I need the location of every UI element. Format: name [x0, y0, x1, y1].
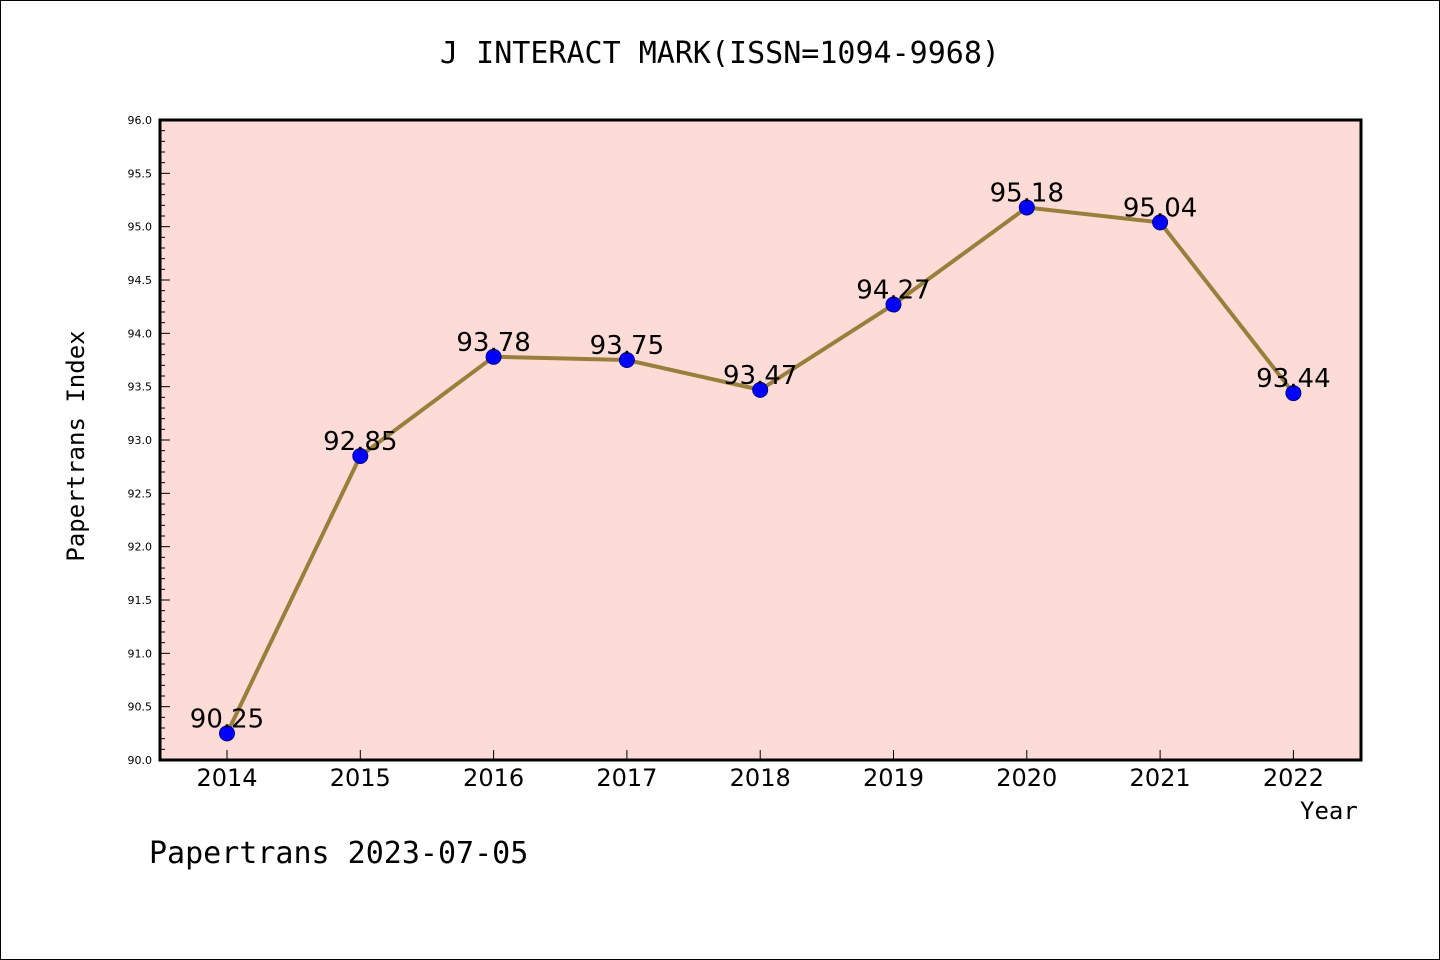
y-tick-label: 93.0	[128, 434, 153, 447]
data-markers	[219, 199, 1302, 742]
data-point	[1285, 385, 1302, 402]
x-tick-label: 2014	[196, 764, 257, 792]
data-point	[1152, 214, 1169, 231]
y-tick-label: 94.0	[128, 327, 153, 340]
data-label: 93.47	[723, 361, 797, 391]
y-tick-label: 90.0	[128, 754, 153, 767]
data-label: 93.44	[1256, 364, 1330, 394]
y-tick-label: 90.5	[128, 701, 153, 714]
data-label: 95.18	[990, 178, 1064, 208]
x-tick-label: 2017	[596, 764, 657, 792]
x-tick-label: 2016	[463, 764, 524, 792]
x-tick-label: 2020	[996, 764, 1057, 792]
x-tick-label: 2019	[863, 764, 924, 792]
y-tick-label: 94.5	[128, 274, 153, 287]
x-axis-label: Year	[1300, 797, 1358, 825]
footer-credit: Papertrans 2023-07-05	[149, 836, 529, 871]
y-tick-label: 91.5	[128, 594, 153, 607]
data-label: 90.25	[190, 704, 264, 734]
data-point	[885, 296, 902, 313]
data-labels: 90.25 92.85 93.78 93.75 93.47 94.27 95.18 95.04…	[190, 178, 1331, 734]
x-tick-label: 2018	[730, 764, 791, 792]
data-label: 92.85	[323, 427, 397, 457]
x-axis: 2014 2015 2016 2017 2018 2019 2020 2021 2022	[196, 750, 1324, 792]
data-point	[618, 352, 635, 368]
y-tick-label: 91.0	[128, 647, 153, 660]
y-tick-label: 95.5	[128, 167, 153, 180]
data-point	[752, 381, 769, 398]
data-point	[219, 725, 235, 742]
y-tick-label: 93.5	[128, 381, 153, 394]
x-tick-label: 2022	[1263, 764, 1324, 792]
y-tick-label: 92.5	[128, 487, 153, 500]
data-point	[1018, 199, 1035, 216]
x-tick-label: 2021	[1130, 764, 1191, 792]
data-label: 95.04	[1123, 193, 1197, 223]
data-label: 94.27	[856, 276, 930, 306]
data-point	[352, 448, 369, 464]
y-tick-label: 92.0	[128, 541, 153, 554]
plot-border	[158, 118, 1363, 762]
y-tick-label: 95.0	[128, 221, 153, 234]
data-label: 93.75	[590, 331, 664, 361]
y-axis: 90.0 90.5 91.0 91.5 92.0 92.5 93.0 93.5 94.0 94.5…	[128, 114, 170, 767]
chart-title: J INTERACT MARK(ISSN=1094-9968)	[440, 36, 1000, 71]
x-tick-label: 2015	[330, 764, 391, 792]
data-label: 93.78	[456, 328, 530, 358]
data-point	[485, 348, 502, 365]
y-tick-label: 96.0	[128, 114, 153, 127]
